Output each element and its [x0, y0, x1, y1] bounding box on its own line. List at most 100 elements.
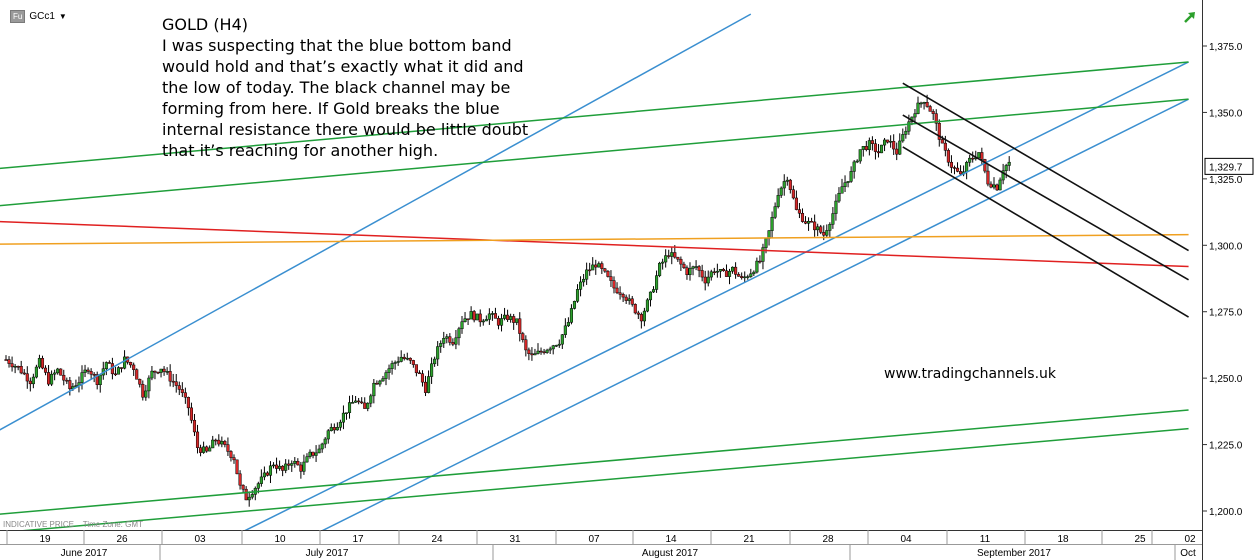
x-day-label: 04: [900, 534, 912, 545]
candle: [59, 368, 63, 376]
x-day-label: 21: [743, 534, 755, 545]
candle-body: [375, 382, 379, 385]
candle-body: [843, 182, 847, 188]
candle: [34, 364, 38, 379]
candle: [436, 341, 440, 366]
candle-body: [153, 370, 157, 373]
candle-body: [569, 308, 573, 323]
candle: [268, 461, 273, 484]
green-up-arrow-icon: [1184, 12, 1195, 23]
candle: [542, 348, 546, 355]
candle-body: [86, 369, 90, 372]
candle-body: [402, 356, 406, 359]
candle: [539, 347, 543, 355]
candle-body: [740, 276, 744, 278]
candle-body: [347, 402, 352, 413]
candle: [594, 259, 598, 275]
candle: [37, 354, 41, 369]
candle: [369, 393, 373, 408]
candle: [317, 444, 321, 454]
candle-body: [445, 336, 449, 339]
candle: [74, 379, 78, 388]
candle: [755, 257, 759, 274]
candle-body: [727, 270, 732, 277]
candle-body: [217, 439, 221, 445]
candle-body: [940, 139, 944, 144]
candle-body: [238, 473, 242, 486]
candle: [603, 267, 607, 273]
candle: [262, 466, 266, 481]
candle: [4, 355, 8, 361]
candle: [770, 211, 774, 238]
candle-body: [317, 448, 321, 454]
candle: [347, 395, 352, 419]
candle-body: [734, 266, 738, 275]
candle: [13, 363, 17, 374]
candle-body: [980, 152, 984, 160]
candle-body: [47, 372, 51, 385]
symbol-selector[interactable]: Fu GCc1 ▼: [10, 9, 67, 23]
candle: [828, 222, 832, 238]
candle-body: [928, 106, 932, 112]
candle-body: [427, 376, 431, 393]
caret-down-icon[interactable]: ▼: [58, 11, 67, 21]
candle-body: [171, 380, 175, 383]
candle: [618, 286, 622, 300]
candle-body: [107, 362, 111, 364]
candle-body: [135, 369, 139, 380]
candle-body: [220, 441, 224, 445]
candle-body: [62, 374, 66, 381]
candle-body: [174, 381, 178, 386]
candle-body: [338, 421, 342, 428]
candle: [217, 434, 221, 447]
candle: [779, 186, 783, 198]
candle: [430, 357, 434, 384]
candle: [636, 310, 640, 320]
candle-body: [259, 476, 263, 484]
candle-body: [451, 342, 455, 345]
candle-body: [822, 232, 826, 236]
candle-body: [971, 157, 975, 160]
candle-body: [968, 157, 972, 163]
candle-body: [901, 134, 905, 142]
candle: [503, 307, 507, 321]
candle: [463, 312, 467, 323]
candle: [141, 380, 145, 401]
candle-body: [241, 484, 245, 490]
candle-body: [1007, 161, 1011, 166]
candle-body: [855, 160, 859, 163]
candle-body: [889, 141, 893, 143]
candle-body: [183, 392, 187, 398]
candle: [214, 438, 218, 446]
candle-body: [624, 296, 628, 301]
candle: [1001, 163, 1005, 185]
candle: [612, 276, 616, 294]
candle: [873, 138, 877, 160]
candle-body: [40, 358, 45, 369]
candle-body: [761, 247, 765, 262]
candle: [351, 395, 355, 404]
candle-body: [430, 363, 434, 377]
candle-body: [807, 221, 811, 224]
candle-body: [922, 102, 926, 104]
candle-body: [487, 313, 491, 320]
candle-body: [989, 183, 993, 188]
candle-body: [791, 189, 795, 199]
last-price-label: 1,329.7: [1209, 162, 1243, 173]
candle: [727, 268, 732, 285]
candle: [919, 101, 923, 108]
candle: [19, 360, 23, 375]
candle-body: [34, 366, 38, 378]
candle: [320, 442, 324, 453]
candle: [986, 164, 990, 187]
candle-body: [913, 113, 917, 118]
candle-body: [186, 397, 190, 409]
candle-body: [490, 313, 494, 315]
candle-body: [393, 362, 397, 364]
candle-body: [381, 378, 385, 382]
candle: [314, 445, 318, 462]
x-day-label: 26: [116, 534, 128, 545]
candle: [752, 270, 756, 276]
x-day-label: 10: [274, 534, 286, 545]
candle-body: [466, 318, 470, 320]
